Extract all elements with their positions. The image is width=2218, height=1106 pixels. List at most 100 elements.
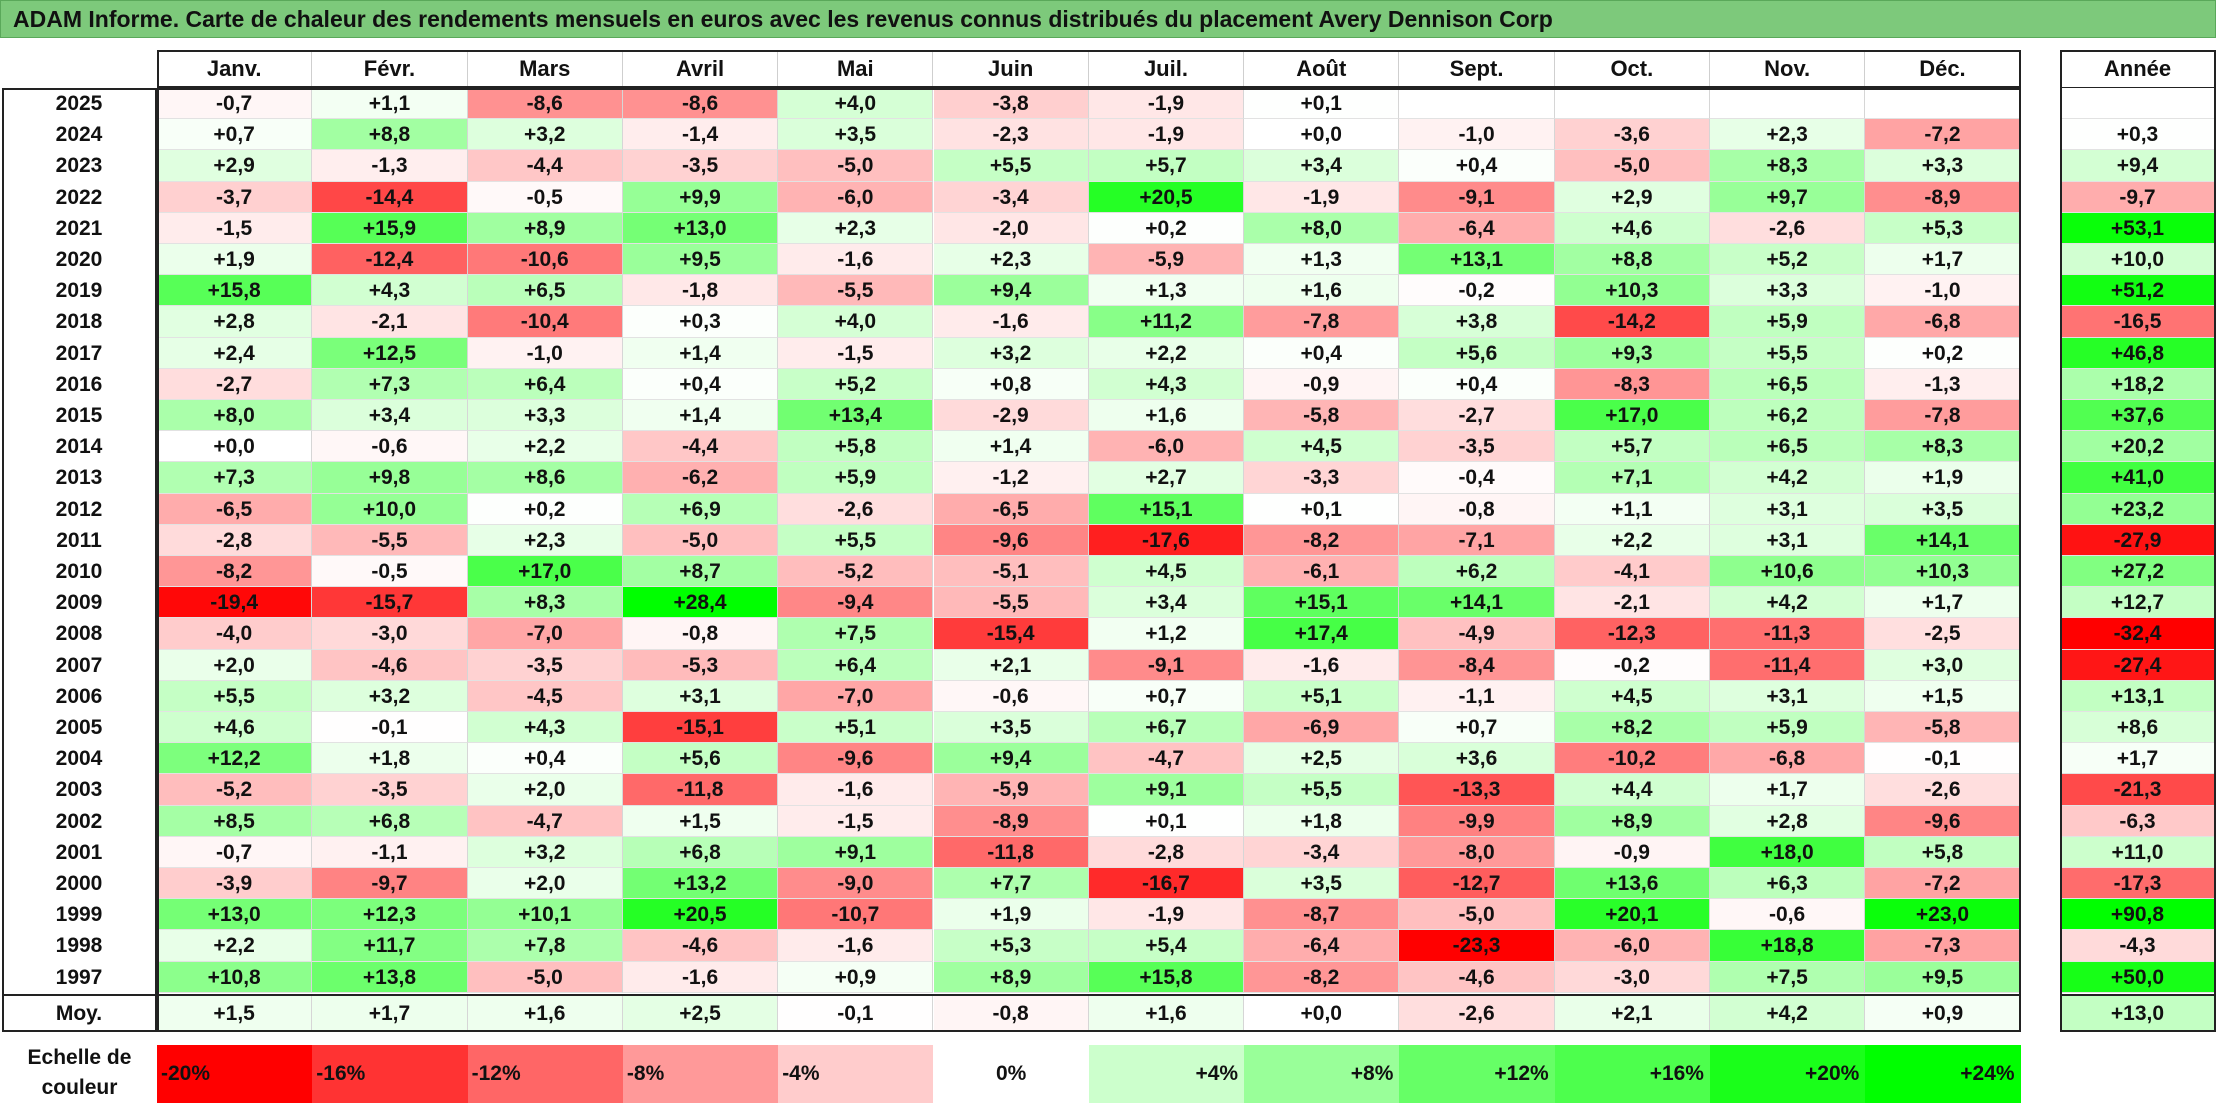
heatmap-cell: +4,2 [1710,587,1866,619]
heatmap-cell: +8,9 [933,961,1089,993]
annual-average-cell: +13,0 [2060,995,2216,1032]
annual-cell: +46,8 [2060,337,2216,369]
heatmap-cell: +4,3 [1088,368,1245,400]
heatmap-cell: +1,8 [1244,805,1400,837]
year-label: 1999 [2,899,157,931]
heatmap-cell: -1,4 [622,119,779,151]
heatmap-cell: +6,2 [1710,400,1866,432]
heatmap-cell: -3,8 [933,88,1089,120]
heatmap-cell: +3,5 [1865,493,2021,525]
heatmap-cell: -0,6 [1710,899,1866,931]
heatmap-cell: -1,1 [1399,680,1555,712]
heatmap-cell: +10,3 [1554,275,1710,307]
heatmap-cell: -2,6 [778,493,934,525]
month-header: Mars [467,50,623,88]
heatmap-cell: +1,7 [1865,244,2021,276]
heatmap-cell: +2,2 [467,431,623,463]
heatmap-cell: -2,1 [1554,587,1710,619]
heatmap-cell: -6,9 [1244,712,1400,744]
month-header: Juil. [1088,50,1245,88]
heatmap-cell: +4,3 [467,712,623,744]
annual-cell: +10,0 [2060,244,2216,276]
heatmap-cell: -9,1 [1088,649,1245,681]
heatmap-cell: +10,1 [467,899,623,931]
heatmap-cell: -15,1 [622,712,779,744]
heatmap-cell: +13,1 [1399,244,1555,276]
heatmap-cell: +0,4 [1399,150,1555,182]
heatmap-cell: +2,2 [1088,337,1245,369]
heatmap-cell: +8,9 [467,212,623,244]
year-label: 2006 [2,680,157,712]
heatmap-cell: -6,0 [1088,431,1245,463]
heatmap-cell: +5,4 [1088,930,1245,962]
heatmap-cell: +1,4 [622,400,779,432]
year-label: 2002 [2,805,157,837]
heatmap-cell: -5,0 [778,150,934,182]
heatmap-cell: -5,0 [1399,899,1555,931]
annual-cell: -4,3 [2060,930,2216,962]
heatmap-cell: +4,5 [1554,680,1710,712]
heatmap-cell: +0,0 [1244,119,1400,151]
heatmap-cell: +1,9 [933,899,1089,931]
average-cell: +4,2 [1710,995,1866,1032]
heatmap-cell: +8,5 [157,805,313,837]
heatmap-cell: +11,7 [312,930,468,962]
color-scale-label-line2: couleur [41,1076,118,1099]
heatmap-cell: +3,1 [622,680,779,712]
heatmap-cell: -4,6 [1399,961,1555,993]
heatmap-cell: -19,4 [157,587,313,619]
heatmap-cell: +10,3 [1865,556,2021,588]
heatmap-cell: +6,8 [622,836,779,868]
annual-cell: +8,6 [2060,712,2216,744]
heatmap-cell: -5,5 [778,275,934,307]
annual-cell: +41,0 [2060,462,2216,494]
heatmap-cell: -1,6 [778,244,934,276]
heatmap-cell: +5,9 [1710,712,1866,744]
annual-cell: +27,2 [2060,556,2216,588]
heatmap-cell: -7,8 [1865,400,2021,432]
heatmap-cell: +2,4 [157,337,313,369]
heatmap-cell: +5,2 [1710,244,1866,276]
heatmap-cell: +14,1 [1399,587,1555,619]
heatmap-cell: +2,3 [1710,119,1866,151]
heatmap-cell: +4,0 [778,88,934,120]
heatmap-cell: +3,5 [1244,868,1400,900]
heatmap-cell: +12,3 [312,899,468,931]
color-scale-swatch: -12% [467,1045,623,1103]
heatmap-cell: +1,3 [1088,275,1245,307]
annual-cell: -6,3 [2060,805,2216,837]
heatmap-cell: +5,5 [778,524,934,556]
heatmap-cell: +0,2 [467,493,623,525]
heatmap-cell: +8,0 [157,400,313,432]
heatmap-cell: +1,1 [312,88,468,120]
heatmap-cell: -7,8 [1244,306,1400,338]
report-title: ADAM Informe. Carte de chaleur des rende… [0,0,2216,38]
heatmap-cell: +1,7 [1865,587,2021,619]
heatmap-cell: -0,6 [933,680,1089,712]
heatmap-cell: +0,1 [1244,88,1400,120]
heatmap-cell: +13,6 [1554,868,1710,900]
heatmap-cell: +8,8 [1554,244,1710,276]
heatmap-cell: -2,1 [312,306,468,338]
heatmap-cell: +5,8 [778,431,934,463]
heatmap-cell: -3,6 [1554,119,1710,151]
color-scale-swatch: -8% [622,1045,779,1103]
year-label: 2023 [2,150,157,182]
heatmap-cell: +1,5 [622,805,779,837]
heatmap-cell: +8,7 [622,556,779,588]
year-label: 2020 [2,244,157,276]
heatmap-cell: +15,1 [1088,493,1245,525]
month-header: Févr. [312,50,468,88]
heatmap-cell: +3,2 [933,337,1089,369]
heatmap-cell: +1,6 [1244,275,1400,307]
heatmap-cell: +23,0 [1865,899,2021,931]
year-label: 1997 [2,961,157,993]
heatmap-cell: -10,7 [778,899,934,931]
heatmap-cell: +8,6 [467,462,623,494]
heatmap-cell: +0,8 [933,368,1089,400]
heatmap-cell: +0,1 [1244,493,1400,525]
year-label: 2012 [2,493,157,525]
heatmap-cell: +3,3 [467,400,623,432]
heatmap-cell: -2,6 [1710,212,1866,244]
heatmap-cell: -1,6 [622,961,779,993]
